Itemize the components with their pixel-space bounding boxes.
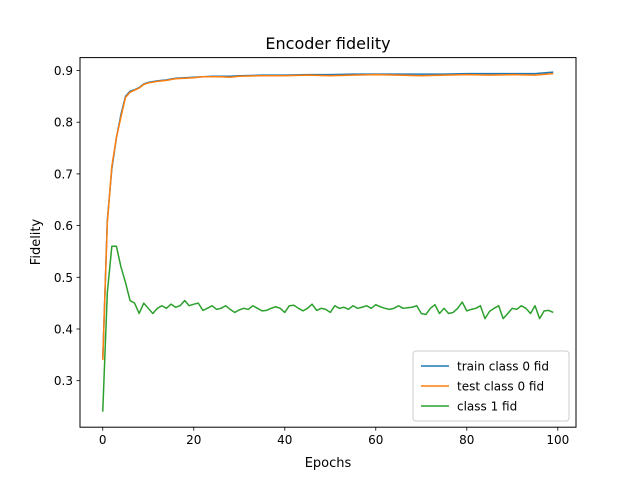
chart-title: Encoder fidelity <box>265 34 390 53</box>
legend: train class 0 fid test class 0 fid class 1… <box>412 350 570 422</box>
legend-box <box>412 350 570 422</box>
y-tick-label: 0.4 <box>54 322 73 336</box>
legend-label: test class 0 fid <box>457 380 544 394</box>
y-axis-label: Fidelity <box>29 218 44 265</box>
series-line-2 <box>102 72 554 361</box>
y-tick-label: 0.6 <box>54 219 73 233</box>
x-tick-label: 0 <box>99 433 107 447</box>
x-tick-label: 40 <box>277 433 292 447</box>
y-tick-label: 0.3 <box>54 374 73 388</box>
x-tick-label: 100 <box>546 433 569 447</box>
y-tick-label: 0.9 <box>54 64 73 78</box>
x-tick-label: 60 <box>368 433 383 447</box>
y-axis: 0.3 0.4 0.5 0.6 0.7 0.8 0.9 <box>54 64 80 388</box>
plot-area <box>102 71 554 412</box>
legend-label: train class 0 fid <box>457 360 549 374</box>
y-tick-label: 0.8 <box>54 116 73 130</box>
x-axis-label: Epochs <box>305 456 352 471</box>
x-tick-label: 20 <box>186 433 201 447</box>
axes-frame <box>79 57 577 428</box>
y-tick-label: 0.7 <box>54 167 73 181</box>
x-axis: 0 20 40 60 80 100 <box>99 427 569 447</box>
y-tick-label: 0.5 <box>54 271 73 285</box>
series-line-3 <box>102 245 554 412</box>
x-tick-label: 80 <box>459 433 474 447</box>
legend-label: class 1 fid <box>457 400 517 414</box>
